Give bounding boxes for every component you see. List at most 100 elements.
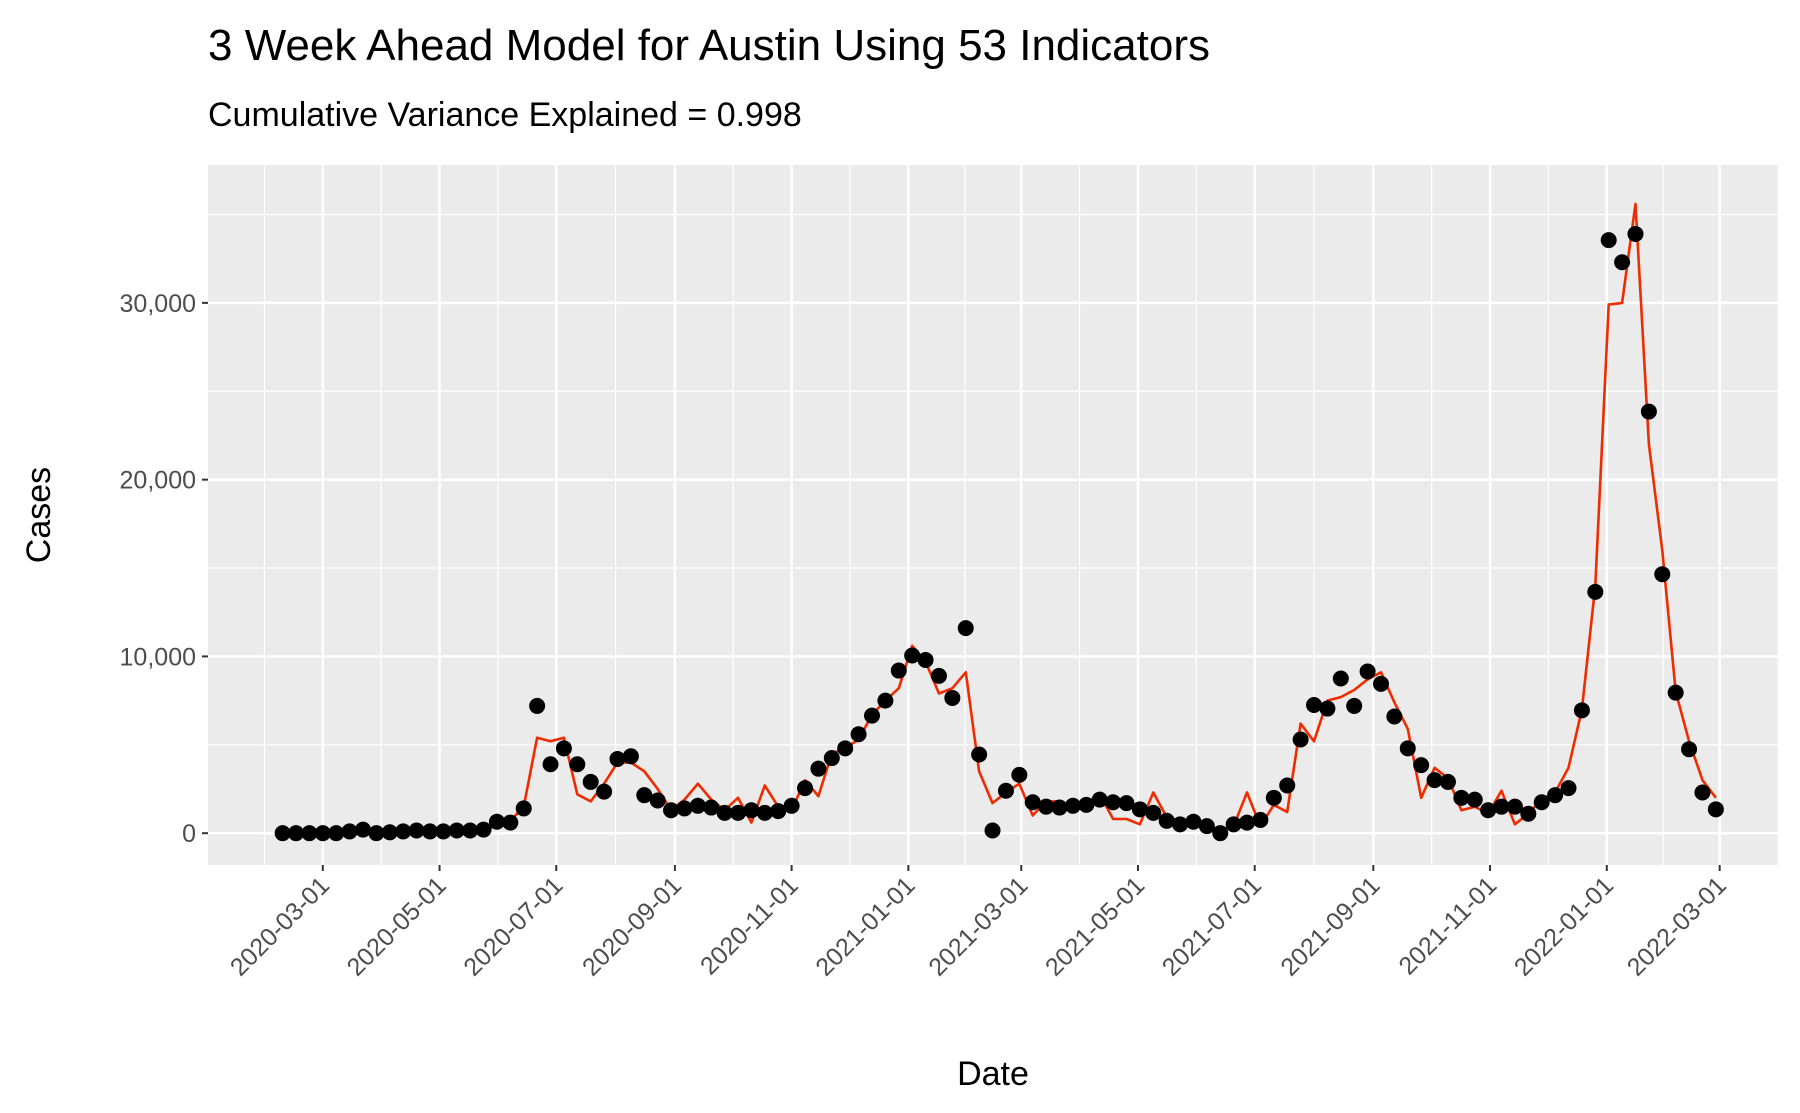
data-point (1051, 799, 1068, 816)
data-point (435, 823, 452, 840)
x-tick-label: 2022-01-01 (1509, 871, 1619, 981)
data-point (1600, 232, 1617, 249)
y-axis-title: Cases (20, 467, 58, 563)
chart-subtitle: Cumulative Variance Explained = 0.998 (208, 96, 802, 134)
data-point (783, 797, 800, 814)
x-tick-label: 2022-03-01 (1622, 871, 1732, 981)
data-point (1466, 791, 1483, 808)
data-point (1399, 740, 1416, 757)
data-point (1587, 583, 1604, 600)
data-point (957, 620, 974, 637)
x-tick-label: 2020-09-01 (577, 871, 687, 981)
data-point (1694, 784, 1711, 801)
data-point (756, 804, 773, 821)
data-point (850, 726, 867, 743)
data-point (488, 813, 505, 830)
x-tick-label: 2020-07-01 (458, 871, 568, 981)
data-point (689, 797, 706, 814)
data-point (314, 825, 331, 842)
x-tick-label: 2021-03-01 (923, 871, 1033, 981)
data-point (877, 692, 894, 709)
data-point (1493, 798, 1510, 815)
data-point (569, 756, 586, 773)
y-tick-label: 0 (182, 820, 196, 848)
data-point (1520, 805, 1537, 822)
x-tick-label: 2020-11-01 (695, 871, 804, 980)
y-tick-label: 30,000 (120, 290, 196, 318)
data-point (395, 823, 412, 840)
data-point (770, 803, 787, 820)
data-point (944, 689, 961, 706)
data-point (1640, 403, 1657, 420)
data-point (1038, 798, 1055, 815)
data-point (502, 814, 519, 831)
data-point (1252, 811, 1269, 828)
data-point (1279, 777, 1296, 794)
data-point (1306, 697, 1323, 714)
data-point (649, 792, 666, 809)
data-point (1332, 670, 1349, 687)
data-point (1681, 741, 1698, 758)
data-point (609, 750, 626, 767)
data-point (1547, 787, 1564, 804)
data-point (1386, 708, 1403, 725)
data-point (676, 800, 693, 817)
data-point (1654, 566, 1671, 583)
data-point (274, 825, 291, 842)
data-point (1560, 780, 1577, 797)
data-point (716, 804, 733, 821)
data-point (1292, 731, 1309, 748)
data-point (368, 825, 385, 842)
data-point (1024, 794, 1041, 811)
data-point (1064, 797, 1081, 814)
y-tick-label: 10,000 (120, 643, 196, 671)
data-point (408, 822, 425, 839)
data-point (475, 821, 492, 838)
data-point (663, 802, 680, 819)
data-point (904, 647, 921, 664)
data-point (529, 697, 546, 714)
data-point (1413, 757, 1430, 774)
data-point (984, 822, 1001, 839)
data-point (890, 662, 907, 679)
data-point (421, 823, 438, 840)
data-point (1145, 804, 1162, 821)
data-point (1212, 825, 1229, 842)
data-point (730, 804, 747, 821)
data-point (1118, 795, 1135, 812)
data-point (1105, 794, 1122, 811)
data-point (542, 756, 559, 773)
data-point (1239, 814, 1256, 831)
data-point (743, 802, 760, 819)
data-point (1346, 697, 1363, 714)
data-point (863, 707, 880, 724)
x-tick-label: 2021-01-01 (810, 871, 920, 981)
plot-background (208, 165, 1779, 865)
data-point (1158, 812, 1175, 829)
data-point (1265, 789, 1282, 806)
data-point (703, 799, 720, 816)
data-point (1372, 675, 1389, 692)
data-point (930, 667, 947, 684)
data-point (328, 825, 345, 842)
chart-title: 3 Week Ahead Model for Austin Using 53 I… (208, 21, 1210, 70)
data-point (596, 783, 613, 800)
x-tick-label: 2021-11-01 (1393, 871, 1502, 980)
data-point (1506, 798, 1523, 815)
data-point (515, 800, 532, 817)
data-point (1131, 801, 1148, 818)
data-point (288, 825, 305, 842)
data-point (582, 773, 599, 790)
data-point (837, 740, 854, 757)
data-point (636, 787, 653, 804)
x-tick-label: 2021-05-01 (1040, 871, 1150, 981)
data-point (301, 825, 318, 842)
data-point (1707, 801, 1724, 818)
data-point (555, 740, 572, 757)
data-point (1091, 791, 1108, 808)
data-point (810, 760, 827, 777)
data-point (622, 748, 639, 765)
data-point (1198, 818, 1215, 835)
data-point (1011, 766, 1028, 783)
